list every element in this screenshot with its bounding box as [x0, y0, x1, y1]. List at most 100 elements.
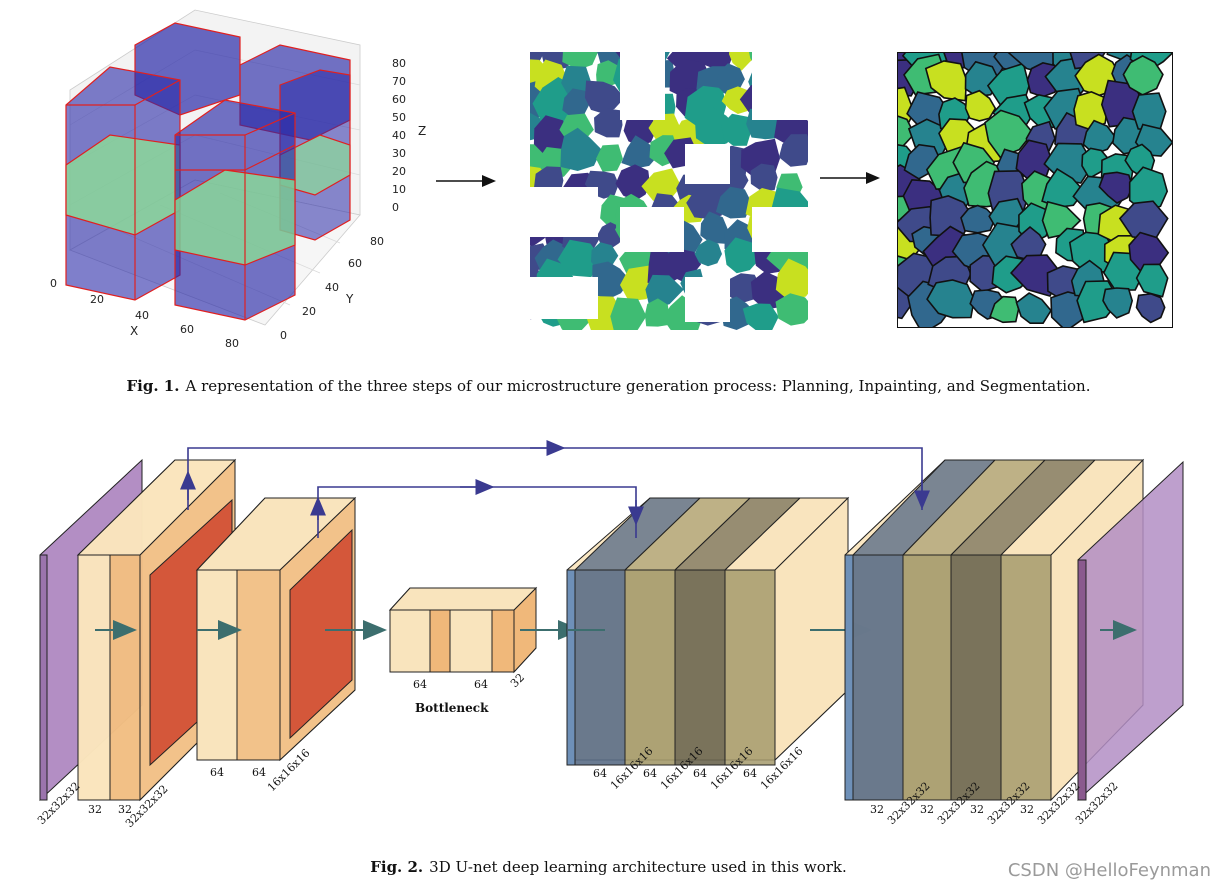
z-tick: 20 [392, 165, 406, 178]
inpaint-mask-region [530, 187, 598, 237]
fig1-caption-text: A representation of the three steps of o… [185, 377, 1091, 395]
grain [561, 65, 592, 97]
x-tick: 80 [225, 337, 239, 350]
grain [960, 204, 997, 234]
inpaint-mask-region [620, 207, 684, 252]
bottleneck-block [388, 586, 538, 674]
grain [592, 261, 631, 300]
grain [1015, 292, 1052, 325]
skip-connection-outer [180, 440, 930, 510]
z-tick: 40 [392, 129, 406, 142]
skip-connection-inner [310, 479, 644, 538]
planning-3d-plot: 80 70 60 50 40 30 20 10 0 Z 0 20 40 60 8… [50, 9, 426, 350]
bottleneck-channels-a: 64 [413, 678, 427, 691]
grain [700, 211, 728, 244]
inpaint-mask-region [530, 277, 598, 319]
segmentation-map [897, 52, 1173, 328]
dec2-channels: 64 [743, 767, 757, 780]
bottleneck-channels-b: 64 [474, 678, 488, 691]
arrow-right-icon [436, 175, 496, 187]
enc2-channels-a: 64 [210, 766, 224, 779]
encoder-block-2 [195, 496, 357, 762]
dec2-channels: 64 [643, 767, 657, 780]
y-tick: 0 [280, 329, 287, 342]
fig2-caption-text: 3D U-net deep learning architecture used… [429, 858, 847, 876]
grain [1122, 54, 1164, 96]
grain [1082, 119, 1117, 156]
grain [697, 52, 734, 69]
grain [775, 258, 808, 301]
grain [557, 239, 603, 278]
grain [724, 237, 761, 274]
arrow-right-icon [820, 172, 880, 184]
enc1-channels-b: 32 [118, 803, 132, 816]
grain [778, 134, 808, 167]
grain [596, 144, 623, 172]
grain [594, 108, 623, 138]
grain [615, 164, 650, 202]
grain [644, 298, 670, 327]
grain [964, 89, 997, 122]
unet-diagram: 32x32x32 32 32 32x32x32 64 64 16x16x16 6… [35, 440, 1184, 830]
grain [641, 168, 682, 201]
enc1-channels-a: 32 [88, 803, 102, 816]
grain [610, 297, 647, 330]
dec1-channels: 32 [1020, 803, 1034, 816]
inpaint-mask-region [752, 52, 808, 120]
grain [686, 187, 726, 219]
fig2-caption: Fig. 2. 3D U-net deep learning architectu… [0, 858, 1217, 876]
bottleneck-channels-c: 32 [508, 671, 527, 690]
grain [715, 186, 752, 219]
inpaint-mask-region [620, 52, 665, 120]
grain [1081, 147, 1111, 180]
z-tick: 70 [392, 75, 406, 88]
dec1-channels: 32 [920, 803, 934, 816]
y-tick: 60 [348, 257, 362, 270]
grain [926, 279, 976, 319]
grain [1098, 171, 1134, 204]
z-axis-label: Z [418, 124, 426, 138]
y-tick: 20 [302, 305, 316, 318]
grain [621, 135, 660, 169]
grain [560, 127, 602, 171]
dec1-channels: 32 [970, 803, 984, 816]
inpaint-mask-region [685, 277, 730, 322]
grain [924, 60, 968, 102]
grain [775, 293, 808, 326]
grain [562, 52, 598, 70]
z-tick: 0 [392, 201, 399, 214]
grain [1102, 287, 1134, 319]
grain [584, 80, 625, 114]
grain [984, 109, 1034, 159]
dec1-channels: 32 [870, 803, 884, 816]
inpaint-mask-region [685, 144, 730, 184]
y-axis-label: Y [345, 292, 354, 306]
grain [1135, 263, 1169, 298]
enc2-channels-b: 64 [252, 766, 266, 779]
z-tick: 50 [392, 111, 406, 124]
z-tick: 30 [392, 147, 406, 160]
dec2-channels: 64 [593, 767, 607, 780]
y-tick: 40 [325, 281, 339, 294]
fig1-caption-label: Fig. 1. [126, 377, 180, 395]
grain [694, 239, 722, 267]
fig2-caption-label: Fig. 2. [370, 858, 424, 876]
x-tick: 60 [180, 323, 194, 336]
grain [623, 114, 657, 146]
grain [533, 115, 568, 157]
x-tick: 20 [90, 293, 104, 306]
z-tick: 10 [392, 183, 406, 196]
grain [721, 113, 751, 146]
x-tick: 0 [50, 277, 57, 290]
z-tick: 60 [392, 93, 406, 106]
fig1-caption: Fig. 1. A representation of the three ste… [0, 377, 1217, 395]
grain [562, 88, 590, 119]
grain [750, 163, 778, 191]
dec2-channels: 64 [693, 767, 707, 780]
decoder-block-2 [566, 496, 850, 766]
inpaint-mask-region [752, 207, 808, 252]
inpainting-map [530, 52, 808, 330]
y-tick: 80 [370, 235, 384, 248]
watermark: CSDN @HelloFeynman [1007, 860, 1211, 881]
z-tick: 80 [392, 57, 406, 70]
